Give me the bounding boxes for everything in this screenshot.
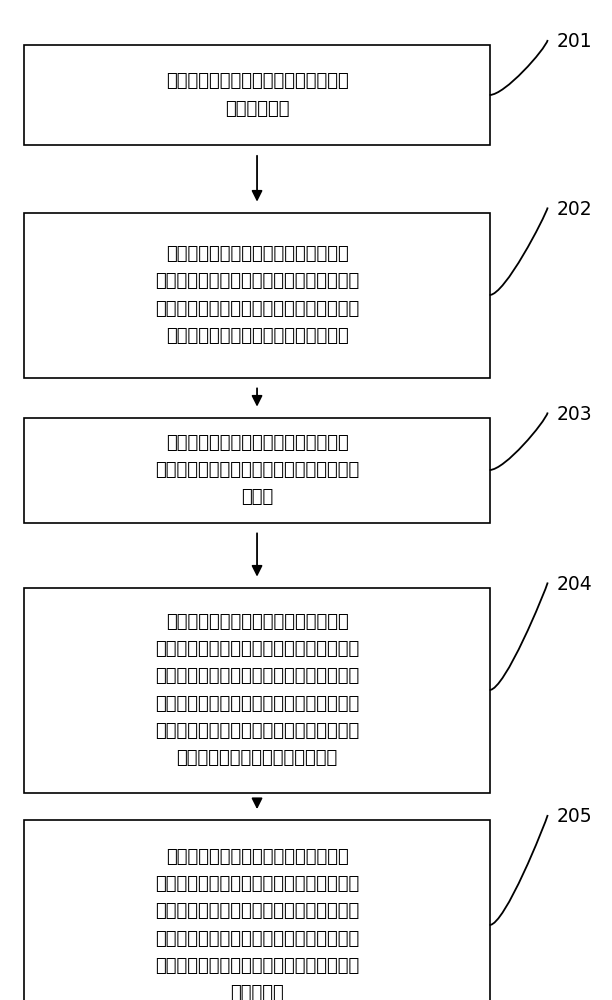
Text: 基于气体脉冲放电参数测量装置，建立
二维几何模型: 基于气体脉冲放电参数测量装置，建立 二维几何模型 bbox=[166, 72, 348, 118]
Text: 将击穿实验数据代入预设的基于第二数
值仿真模型的方程组，确定仿真的第二回路
电流，作为击穿仿真数据；以及，采用优化
算法，确定使击穿实验数据与所述击穿仿真
数据: 将击穿实验数据代入预设的基于第二数 值仿真模型的方程组，确定仿真的第二回路 电流… bbox=[155, 848, 359, 1000]
FancyBboxPatch shape bbox=[24, 587, 490, 792]
FancyBboxPatch shape bbox=[24, 45, 490, 145]
FancyBboxPatch shape bbox=[24, 820, 490, 1000]
Text: 205: 205 bbox=[557, 808, 592, 826]
Text: 204: 204 bbox=[557, 575, 592, 594]
FancyBboxPatch shape bbox=[24, 213, 490, 378]
Text: 获取待测气体在未击穿状态下的脉冲电
压与回路电流，将其作为未击穿实验数据；
以及，获取待测气体在击穿状态下的脉冲电
压与回路电流，将其作为击穿实验数据: 获取待测气体在未击穿状态下的脉冲电 压与回路电流，将其作为未击穿实验数据； 以及… bbox=[155, 245, 359, 345]
Text: 根据粒子控制方程和电场控制方程，建
立基于气体脉冲放电参数测量的第一数值仿
真模型: 根据粒子控制方程和电场控制方程，建 立基于气体脉冲放电参数测量的第一数值仿 真模… bbox=[155, 434, 359, 506]
Text: 202: 202 bbox=[557, 200, 592, 219]
FancyBboxPatch shape bbox=[24, 418, 490, 522]
Text: 将未击穿实验数据代入预设的基于第一
数值仿真模型的方程组，确定仿真的第一回
路电流，作为未击穿仿真数据；以及，采用
优化算法，确定使未击穿实验数据与未击穿
仿真: 将未击穿实验数据代入预设的基于第一 数值仿真模型的方程组，确定仿真的第一回 路电… bbox=[155, 613, 359, 767]
Text: 201: 201 bbox=[557, 32, 592, 51]
Text: 203: 203 bbox=[557, 405, 592, 424]
